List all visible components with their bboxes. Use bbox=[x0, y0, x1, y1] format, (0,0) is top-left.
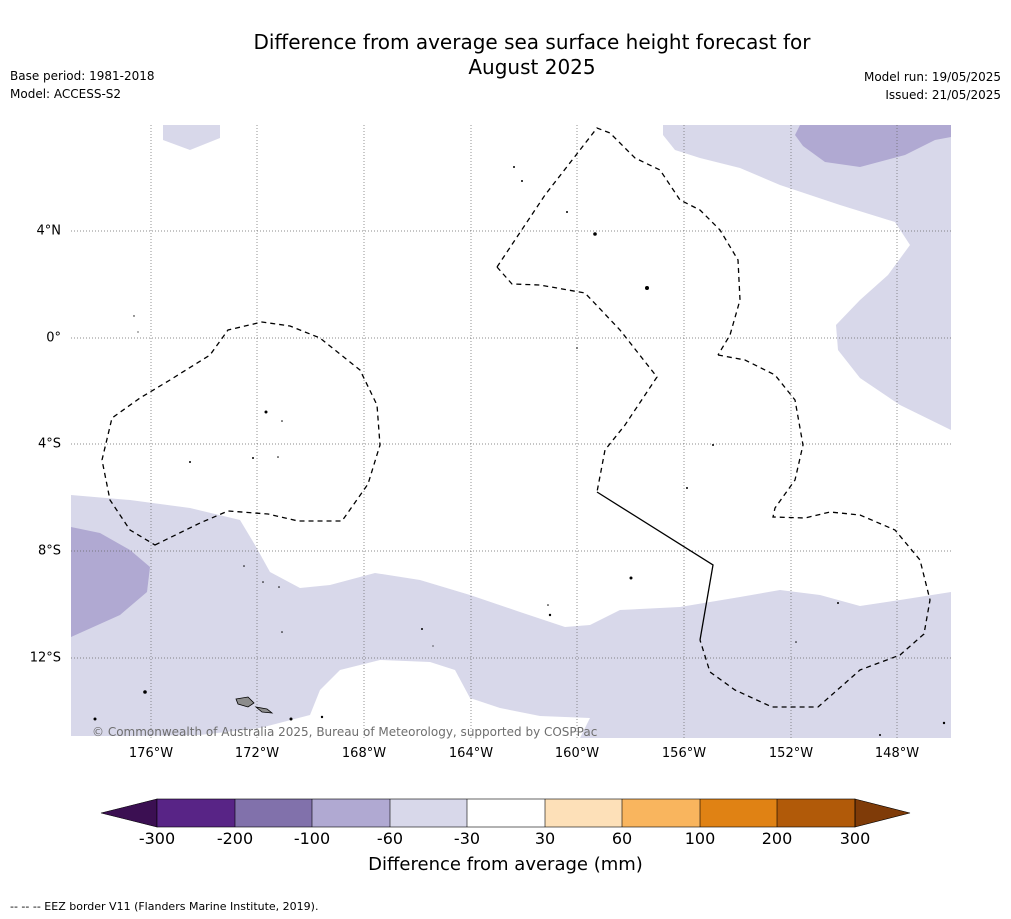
colorbar-tick-label: 100 bbox=[684, 829, 716, 848]
colorbar-bin bbox=[622, 799, 700, 827]
title-line-1: Difference from average sea surface heig… bbox=[253, 30, 811, 54]
lon-label-172w: 172°W bbox=[234, 746, 280, 761]
colorbar-tick-label: -30 bbox=[453, 829, 481, 848]
colorbar-bin bbox=[390, 799, 467, 827]
colorbar-bin bbox=[777, 799, 855, 827]
title-line-2: August 2025 bbox=[468, 55, 596, 79]
lat-label-12s: 12°S bbox=[29, 650, 61, 666]
lon-label-164w: 164°W bbox=[448, 746, 494, 761]
meta-right: Model run: 19/05/2025 Issued: 21/05/2025 bbox=[864, 68, 1001, 104]
model-run: Model run: 19/05/2025 bbox=[863, 70, 1001, 84]
copyright-notice: © Commonwealth of Australia 2025, Bureau… bbox=[92, 725, 598, 739]
colorbar-bin bbox=[312, 799, 390, 827]
lon-label-152w: 152°W bbox=[768, 746, 814, 761]
anomaly-region-south bbox=[71, 495, 951, 738]
lat-label-0: 0° bbox=[46, 330, 61, 346]
atolls bbox=[93, 166, 946, 736]
colorbar-extend-high bbox=[854, 798, 911, 828]
lon-label-168w: 168°W bbox=[341, 746, 387, 761]
colorbar-tick-label: -300 bbox=[138, 829, 176, 848]
lon-label-156w: 156°W bbox=[661, 746, 707, 761]
colorbar-tick-label: -60 bbox=[376, 829, 404, 848]
anomaly-region-northeast bbox=[663, 125, 951, 430]
eez-footnote: -- -- -- EEZ border V11 (Flanders Marine… bbox=[10, 900, 319, 913]
colorbar-bin bbox=[467, 799, 545, 827]
anomaly-patch-northwest bbox=[163, 125, 220, 150]
chart-title: Difference from average sea surface heig… bbox=[0, 30, 1011, 80]
colorbar-bin bbox=[545, 799, 622, 827]
model-name: Model: ACCESS-S2 bbox=[10, 87, 122, 101]
eez-border-west bbox=[101, 321, 381, 546]
anomaly-region-west-strong bbox=[71, 527, 150, 637]
colorbar-tick-label: 300 bbox=[839, 829, 871, 848]
colorbar-bin bbox=[235, 799, 312, 827]
eez-borders bbox=[101, 127, 931, 708]
lon-label-148w: 148°W bbox=[874, 746, 920, 761]
colorbar bbox=[100, 798, 911, 828]
colorbar-tick-label: -200 bbox=[216, 829, 254, 848]
anomaly-region-northeast-strong bbox=[795, 125, 951, 167]
issued-date: Issued: 21/05/2025 bbox=[885, 88, 1001, 102]
lon-label-176w: 176°W bbox=[128, 746, 174, 761]
eez-border-north bbox=[496, 127, 741, 356]
colorbar-tick-label: 200 bbox=[761, 829, 793, 848]
colorbar-extend-low bbox=[100, 798, 158, 828]
colorbar-bin bbox=[700, 799, 777, 827]
meta-left: Base period: 1981-2018 Model: ACCESS-S2 bbox=[10, 67, 155, 103]
map-plot-area bbox=[71, 125, 951, 738]
islands bbox=[235, 696, 274, 714]
colorbar-tick-label: 60 bbox=[611, 829, 633, 848]
colorbar-tick-label: 30 bbox=[534, 829, 556, 848]
colorbar-tick-label: -100 bbox=[293, 829, 331, 848]
eez-border-east bbox=[699, 354, 931, 708]
lat-label-4s: 4°S bbox=[37, 436, 61, 452]
boundary-line bbox=[596, 491, 714, 641]
base-period: Base period: 1981-2018 bbox=[10, 69, 155, 83]
colorbar-bin bbox=[157, 799, 235, 827]
colorbar-title: Difference from average (mm) bbox=[368, 854, 643, 875]
neutral-pocket-south bbox=[345, 664, 462, 738]
lat-label-8s: 8°S bbox=[37, 543, 61, 559]
lon-label-160w: 160°W bbox=[554, 746, 600, 761]
lat-label-4n: 4°N bbox=[36, 223, 62, 239]
gridlines bbox=[71, 125, 951, 738]
island-samoa-east bbox=[254, 706, 274, 714]
eez-border-central bbox=[496, 266, 658, 493]
island-samoa-west bbox=[235, 696, 255, 708]
